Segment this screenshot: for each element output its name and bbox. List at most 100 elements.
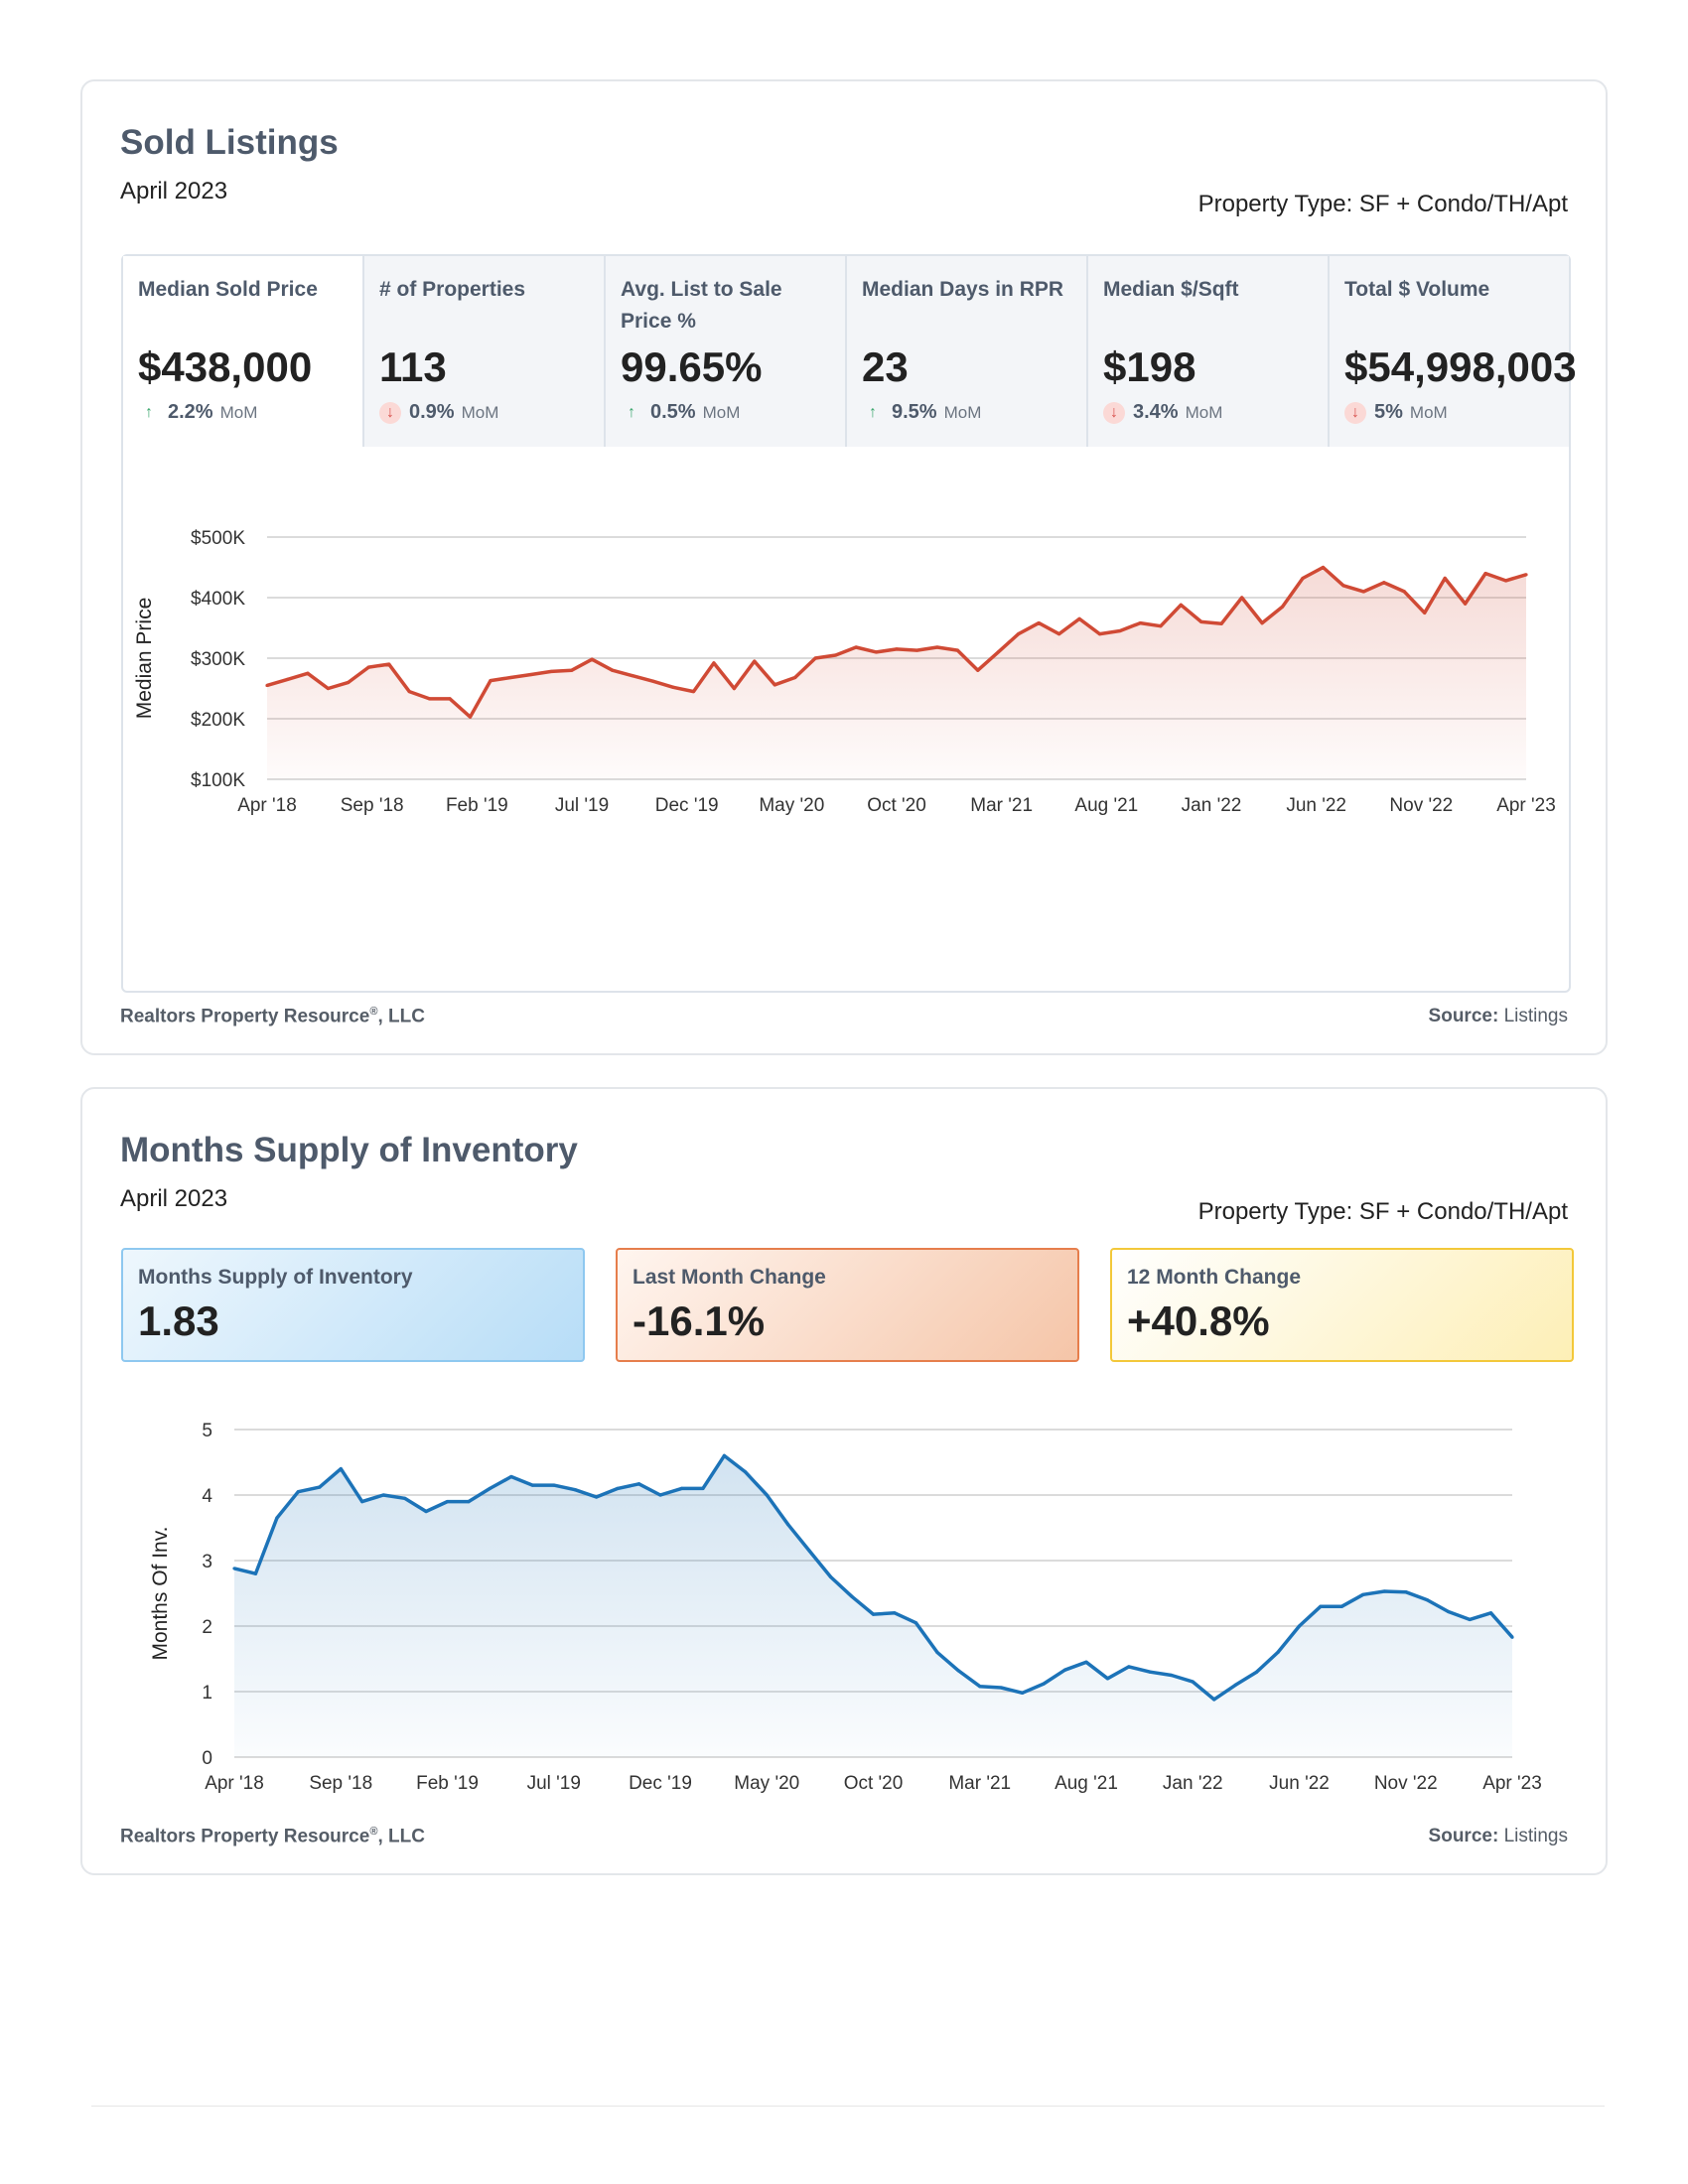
data-point [1443,576,1447,581]
metric-value: 99.65% [621,343,763,390]
x-tick-label: Jun '22 [1286,795,1346,816]
data-point [999,1686,1003,1690]
data-point [1319,1604,1323,1608]
metric-tile-median-sold-price[interactable]: Median Sold Price $438,000 ↑ 2.2% MoM [123,256,364,447]
metric-tile-total-volume[interactable]: Total $ Volume $54,998,003 ↓ 5% MoM [1330,256,1577,447]
y-tick-label: 3 [202,1552,212,1572]
metric-change-pct: 0.5% [650,401,696,423]
months-supply-property-type: Property Type: SF + Condo/TH/Apt [1197,1198,1568,1225]
metric-label: Median $/Sqft [1103,278,1239,301]
data-point [489,678,492,683]
metric-change-pct: 9.5% [892,401,937,423]
data-point [1191,1680,1195,1684]
data-point [253,1571,258,1575]
sold-listings-property-type: Property Type: SF + Condo/TH/Apt [1197,191,1568,217]
metric-value: $438,000 [138,343,313,390]
arrow-up-icon: ↑ [145,403,153,421]
x-tick-label: Jan '22 [1163,1773,1223,1794]
y-tick-label: 4 [202,1486,212,1507]
metric-change: ↑ 9.5% MoM [862,401,981,424]
data-point [691,689,696,694]
data-point [1301,576,1305,581]
data-point [407,689,411,694]
data-point [671,685,675,689]
data-point [895,647,899,651]
data-point [570,668,574,672]
tile-label: Months Supply of Inventory [138,1266,413,1289]
data-point [508,675,513,680]
metric-value: $54,998,003 [1344,343,1577,390]
data-point [306,671,310,675]
x-tick-label: Feb '19 [446,795,508,816]
data-point [1503,579,1508,583]
x-tick-label: Sep '18 [309,1773,372,1794]
data-point [650,679,655,683]
metric-tile-list-to-sale[interactable]: Avg. List to Sale Price % 99.65% ↑ 0.5% … [606,256,847,447]
y-tick-label: 0 [202,1748,212,1769]
metric-change-pct: 0.9% [409,401,455,423]
data-point [854,645,858,649]
data-point [530,1483,534,1487]
data-point [976,668,980,672]
metric-change: ↑ 2.2% MoM [138,401,257,424]
footer-credit: Realtors Property Resource®, LLC [120,1825,425,1846]
median-price-chart: $500K $400K $300K $200K $100K Apr '18 Sep '18 F… [133,528,1556,816]
sold-listings-panel: Median Sold Price $438,000 ↑ 2.2% MoM # … [121,254,1577,993]
data-point [590,657,594,661]
arrow-up-icon: ↑ [628,403,635,421]
data-point [468,715,473,719]
metric-change-period: MoM [1185,402,1223,422]
data-point [1464,602,1468,606]
metric-change: ↓ 0.9% MoM [379,401,498,424]
data-point [1402,590,1406,594]
data-point [1233,1683,1237,1687]
data-point [529,672,533,677]
data-point [914,1621,918,1625]
data-point [874,650,879,654]
data-point [679,1486,684,1490]
tile-value: 1.83 [138,1297,219,1344]
data-point [387,662,391,666]
data-point [1339,1604,1343,1608]
data-point [339,1467,343,1471]
metric-change-period: MoM [219,402,258,422]
data-point [265,683,269,688]
data-point [366,665,370,669]
data-point [549,669,553,674]
data-point [1404,1590,1408,1594]
data-point [1382,1589,1386,1593]
data-point [360,1500,364,1504]
data-point [573,1488,577,1492]
metric-tile-days-in-rpr[interactable]: Median Days in RPR 23 ↑ 9.5% MoM [847,256,1088,447]
data-point [1255,1670,1259,1674]
data-point [318,1485,322,1489]
data-point [428,697,432,701]
data-point [712,661,716,665]
data-point [935,645,939,649]
metric-tile-num-properties[interactable]: # of Properties 113 ↓ 0.9% MoM [364,256,606,447]
y-tick-label: 1 [202,1683,212,1704]
data-point [914,648,919,652]
data-point [1021,1691,1025,1695]
metric-label: # of Properties [379,278,526,301]
y-axis-label: Median Price [133,598,156,720]
data-point [1425,1598,1429,1602]
data-point [1105,1677,1110,1681]
months-supply-chart: 5 4 3 2 1 0 Apr '18 Sep '18 Feb '19 Jul '19 Dec '1… [149,1421,1542,1794]
data-point [1084,1660,1088,1664]
tile-value: -16.1% [633,1297,766,1344]
footer-source: Source: Listings [1428,1006,1568,1026]
x-tick-label: Apr '18 [237,795,297,816]
x-tick-label: Apr '23 [1496,795,1556,816]
data-point [616,1486,620,1490]
data-point [1423,611,1427,614]
data-point [1240,596,1244,600]
data-point [978,1685,982,1689]
sold-listings-title: Sold Listings [120,123,339,162]
data-point [381,1493,385,1497]
data-point [1260,621,1264,625]
metric-tile-price-per-sqft[interactable]: Median $/Sqft $198 ↓ 3.4% MoM [1088,256,1330,447]
data-point [1297,1624,1302,1628]
x-tick-label: Jan '22 [1182,795,1242,816]
tile-value: +40.8% [1127,1297,1270,1344]
